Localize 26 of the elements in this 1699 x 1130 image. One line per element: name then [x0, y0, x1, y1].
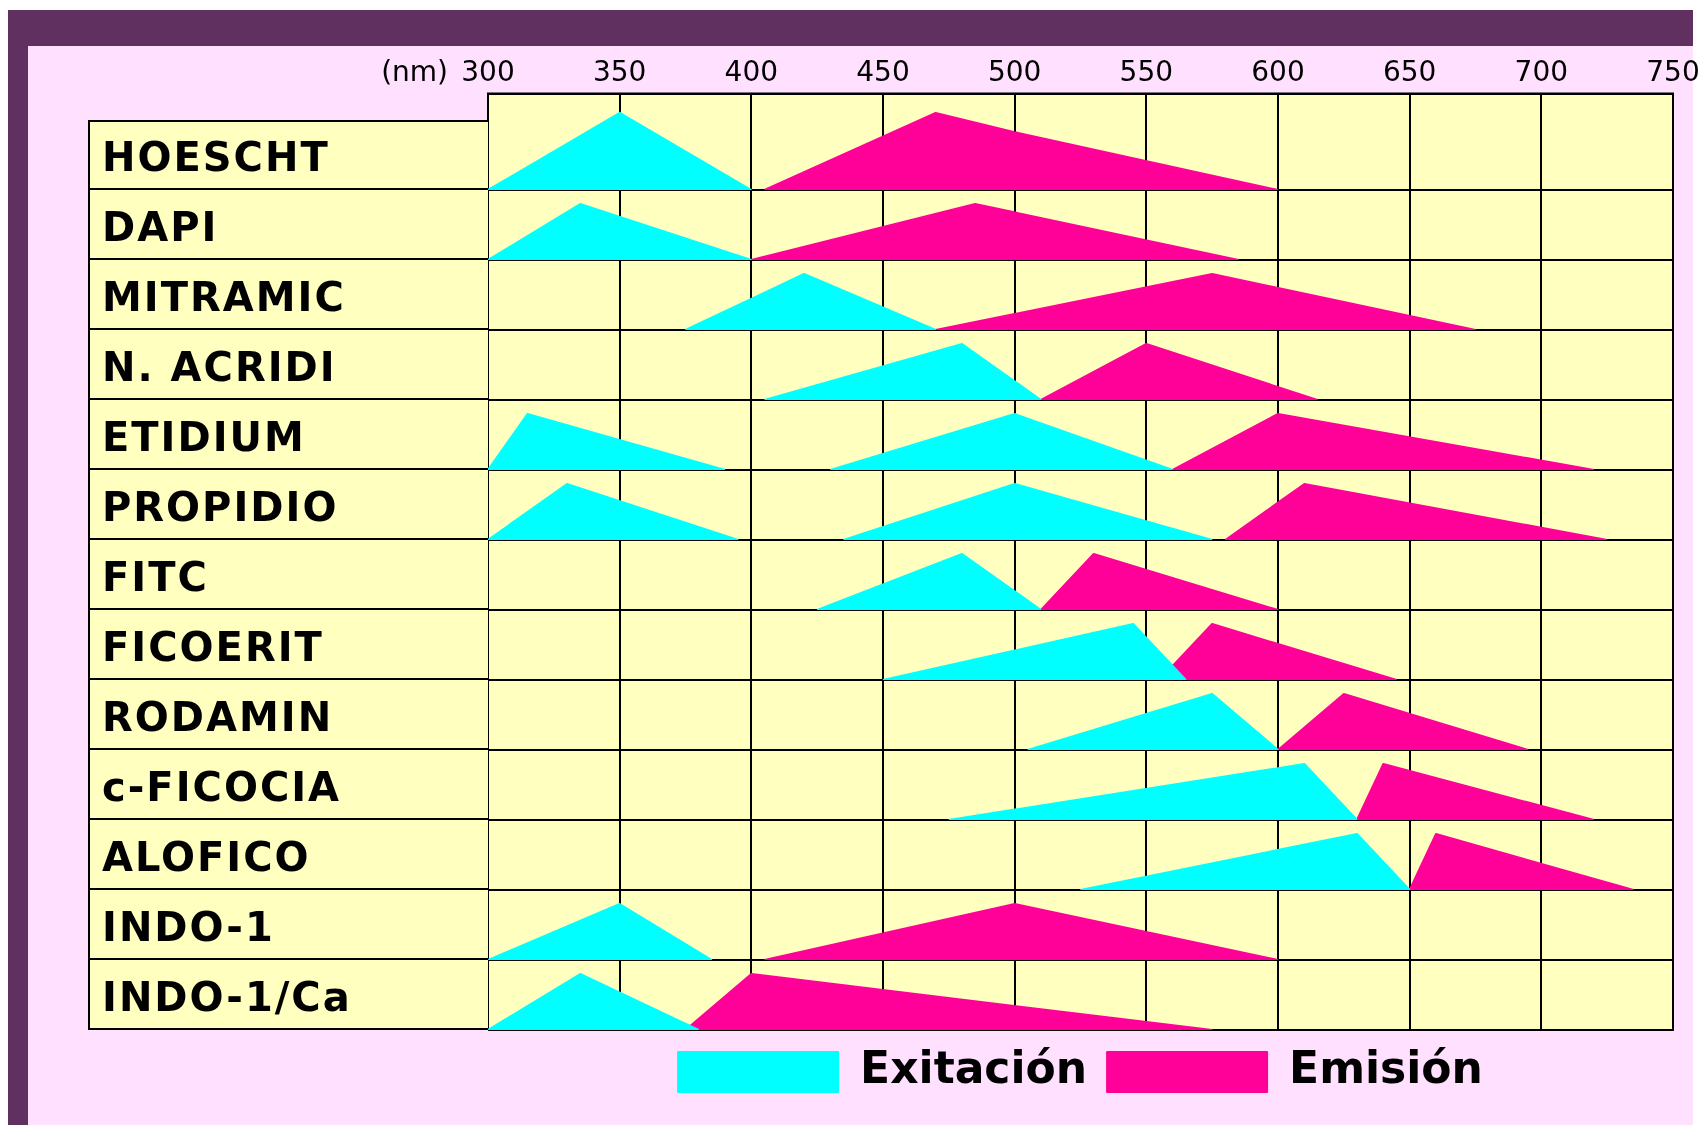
x-tick-label: 550 — [1119, 55, 1174, 89]
y-axis-title: PROPIDIO — [88, 470, 488, 540]
x-tick-label: 600 — [1251, 55, 1305, 89]
legend-label: Exitación — [860, 1042, 1088, 1094]
y-axis-title: FITC — [88, 540, 488, 610]
y-axis-title: INDO-1/Ca — [88, 960, 488, 1030]
x-tick-label: 750 — [1646, 55, 1699, 89]
y-axis-title: ALOFICO — [88, 820, 488, 890]
x-tick-label: 350 — [592, 55, 647, 89]
x-axis-title: (nm) — [381, 55, 448, 89]
y-axis-title: DAPI — [88, 190, 488, 260]
y-axis-title: ETIDIUM — [88, 400, 488, 470]
x-tick-label: 450 — [856, 55, 910, 89]
y-axis-title: FICOERIT — [88, 610, 488, 680]
y-axis-title: INDO-1 — [88, 890, 488, 960]
x-tick-label: 700 — [1514, 55, 1569, 89]
y-axis-title: MITRAMIC — [88, 260, 488, 330]
y-axis-title: c-FICOCIA — [88, 750, 488, 820]
x-tick-label: 400 — [724, 55, 779, 89]
y-axis-title: RODAMIN — [88, 680, 488, 750]
legend-label: Emisión — [1289, 1042, 1483, 1094]
x-tick-label: 500 — [987, 55, 1042, 89]
y-axis-title: HOESCHT — [88, 120, 488, 190]
x-tick-label: 650 — [1382, 55, 1437, 89]
y-axis-title: N. ACRIDI — [88, 330, 488, 400]
x-tick-label: 300 — [461, 55, 515, 89]
